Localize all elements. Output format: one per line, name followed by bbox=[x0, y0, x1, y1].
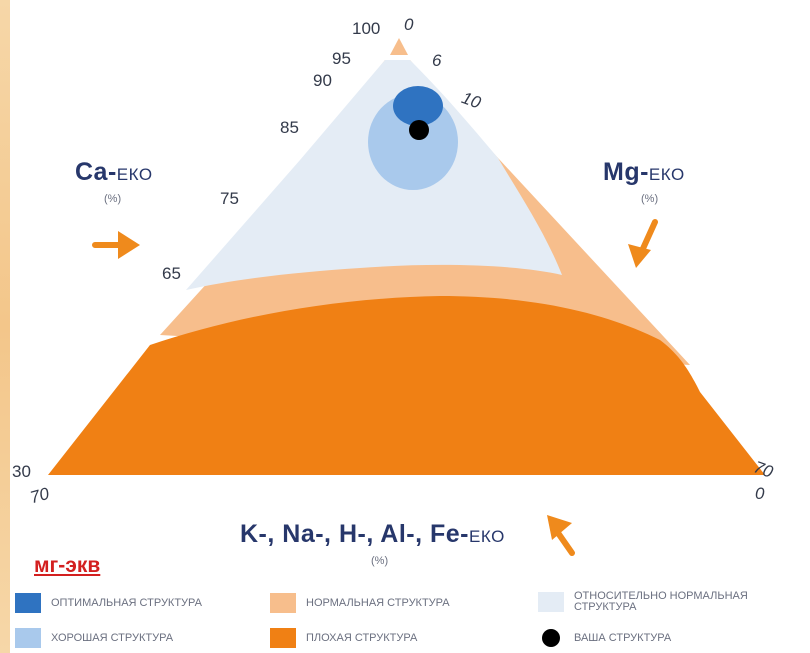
legend-item-normal: НОРМАЛЬНАЯ СТРУКТУРА bbox=[270, 592, 450, 614]
legend-swatch-optimal bbox=[15, 593, 41, 613]
optimal-structure-ellipse bbox=[393, 86, 443, 126]
legend-label-optimal: ОПТИМАЛЬНАЯ СТРУКТУРА bbox=[51, 596, 202, 609]
ca-arrow-icon bbox=[92, 231, 140, 259]
bad-structure-region bbox=[48, 296, 765, 475]
legend-label-relatively-normal: ОТНОСИТЕЛЬНО НОРМАЛЬНАЯ СТРУКТУРА bbox=[574, 590, 748, 613]
left-tick-30: 30 bbox=[12, 462, 31, 481]
legend-item-your: ВАША СТРУКТУРА bbox=[538, 627, 671, 649]
legend-swatch-good bbox=[15, 628, 41, 648]
apex-cap-region bbox=[390, 38, 408, 55]
legend-label-good: ХОРОШАЯ СТРУКТУРА bbox=[51, 631, 174, 644]
right-tick-6: 6 bbox=[432, 51, 442, 70]
other-arrow-icon bbox=[547, 515, 575, 556]
left-tick-65: 65 bbox=[162, 264, 181, 283]
mg-axis-label: Mg-ЕКО bbox=[603, 158, 685, 187]
relatively-normal-structure-region bbox=[186, 60, 562, 290]
legend-label-bad: ПЛОХАЯ СТРУКТУРА bbox=[306, 631, 418, 644]
other-axis-main: K-, Na-, H-, Al-, Fe- bbox=[240, 520, 470, 548]
other-axis-suffix: ЕКО bbox=[469, 527, 505, 546]
bottom-tick-70: 70 bbox=[28, 484, 52, 507]
left-tick-90: 90 bbox=[313, 71, 332, 90]
legend-item-relatively-normal: ОТНОСИТЕЛЬНО НОРМАЛЬНАЯ СТРУКТУРА bbox=[538, 586, 810, 618]
legend-label-normal: НОРМАЛЬНАЯ СТРУКТУРА bbox=[306, 596, 450, 609]
left-tick-75: 75 bbox=[220, 189, 239, 208]
other-axis-unit: (%) bbox=[371, 555, 389, 567]
mg-axis-unit: (%) bbox=[641, 193, 659, 205]
legend-item-bad: ПЛОХАЯ СТРУКТУРА bbox=[270, 627, 417, 649]
your-structure-dot bbox=[409, 120, 429, 140]
mg-axis-suffix: ЕКО bbox=[648, 165, 685, 184]
units-label: мг-экв bbox=[34, 554, 101, 577]
right-tick-70: 70 bbox=[751, 457, 776, 482]
ca-axis-label: Ca-ЕКО bbox=[75, 158, 153, 187]
left-tick-100: 100 bbox=[352, 19, 380, 38]
legend-swatch-your bbox=[542, 629, 560, 647]
right-tick-10: 10 bbox=[459, 88, 484, 113]
legend-swatch-normal bbox=[270, 593, 296, 613]
left-decorative-strip bbox=[0, 0, 10, 653]
legend-swatch-relatively-normal bbox=[538, 592, 564, 612]
legend-label-your: ВАША СТРУКТУРА bbox=[574, 631, 672, 644]
left-tick-85: 85 bbox=[280, 118, 299, 137]
legend-swatch-bad bbox=[270, 628, 296, 648]
ca-axis-suffix: ЕКО bbox=[116, 165, 153, 184]
other-axis-label: K-, Na-, H-, Al-, Fe-ЕКО bbox=[240, 520, 505, 549]
right-tick-0-bottom: 0 bbox=[755, 484, 765, 503]
legend-item-optimal: ОПТИМАЛЬНАЯ СТРУКТУРА bbox=[15, 592, 202, 614]
ca-axis-main: Ca- bbox=[75, 158, 117, 186]
ca-axis-unit: (%) bbox=[104, 193, 122, 205]
right-tick-0: 0 bbox=[404, 15, 414, 34]
mg-axis-main: Mg- bbox=[603, 158, 649, 186]
mg-arrow-icon bbox=[628, 219, 658, 268]
legend-item-good: ХОРОШАЯ СТРУКТУРА bbox=[15, 627, 173, 649]
left-tick-95: 95 bbox=[332, 49, 351, 68]
